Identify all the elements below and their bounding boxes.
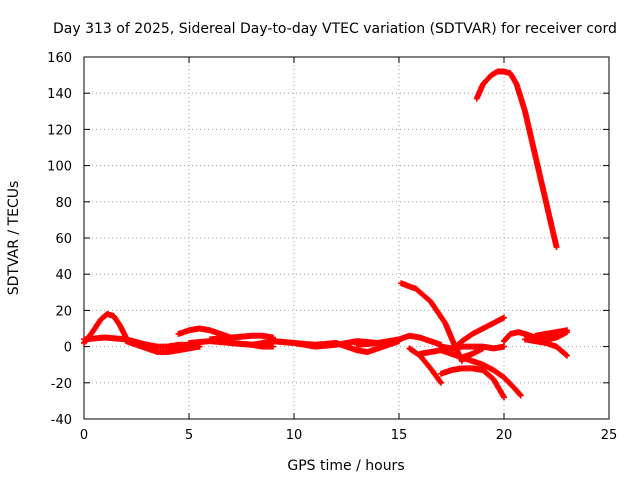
chart-title: Day 313 of 2025, Sidereal Day-to-day VTE… xyxy=(53,21,617,37)
data-point xyxy=(501,314,507,321)
y-tick-label: 140 xyxy=(47,87,72,102)
y-axis-title: SDTVAR / TECUs xyxy=(6,181,22,296)
data-point xyxy=(501,343,507,350)
y-tick-label: -20 xyxy=(51,377,72,392)
y-tick-label: 40 xyxy=(55,268,72,283)
x-tick-label: 5 xyxy=(185,428,193,443)
x-axis-title: GPS time / hours xyxy=(287,458,404,474)
series-arc-14 xyxy=(438,365,507,401)
data-marks xyxy=(81,68,570,401)
series-arc-21 xyxy=(532,327,570,339)
x-tick-label: 15 xyxy=(391,428,408,443)
x-tick-label: 25 xyxy=(601,428,618,443)
y-tick-label: 80 xyxy=(55,196,72,211)
series-arc-1 xyxy=(81,311,129,346)
y-tick-label: -40 xyxy=(51,413,72,428)
axis-ticks: 0 5 10 15 20 25 -40 -20 0 20 40 60 80 100 120 140 160 xyxy=(47,51,617,443)
y-tick-label: 160 xyxy=(47,51,72,66)
series-arc-20 xyxy=(522,336,570,359)
series-arc-19 xyxy=(501,329,570,345)
grid-lines xyxy=(84,57,609,419)
data-point xyxy=(553,244,560,251)
data-point xyxy=(438,379,444,386)
data-point xyxy=(516,391,523,398)
data-point xyxy=(562,351,569,358)
y-tick-label: 20 xyxy=(55,304,72,319)
data-point xyxy=(517,392,524,399)
x-tick-label: 10 xyxy=(286,428,303,443)
series-arc-18 xyxy=(473,68,560,251)
y-tick-label: 60 xyxy=(55,232,72,247)
data-point xyxy=(564,352,570,359)
y-tick-label: 0 xyxy=(64,341,72,356)
series-arc-17 xyxy=(438,343,507,352)
x-tick-label: 20 xyxy=(496,428,513,443)
series-arc-13 xyxy=(417,345,486,361)
plot-frame xyxy=(83,56,610,420)
x-tick-label: 0 xyxy=(80,428,88,443)
data-point xyxy=(564,327,570,334)
series-arc-15 xyxy=(459,354,524,399)
data-point xyxy=(501,394,507,401)
y-tick-label: 120 xyxy=(47,123,72,138)
y-tick-label: 100 xyxy=(47,160,72,175)
series-arc-6 xyxy=(207,332,276,343)
data-point xyxy=(270,343,276,350)
